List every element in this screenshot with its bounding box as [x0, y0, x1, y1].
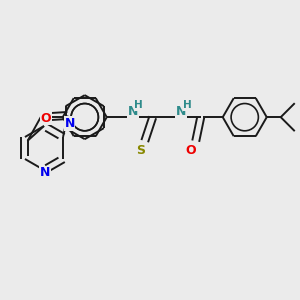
- Text: N: N: [64, 117, 75, 130]
- Text: O: O: [41, 112, 51, 124]
- Text: O: O: [185, 144, 196, 157]
- Text: H: H: [183, 100, 192, 110]
- Text: N: N: [40, 167, 50, 179]
- Text: N: N: [176, 105, 186, 118]
- Text: H: H: [134, 100, 143, 110]
- Text: N: N: [128, 105, 138, 118]
- Text: S: S: [136, 144, 145, 157]
